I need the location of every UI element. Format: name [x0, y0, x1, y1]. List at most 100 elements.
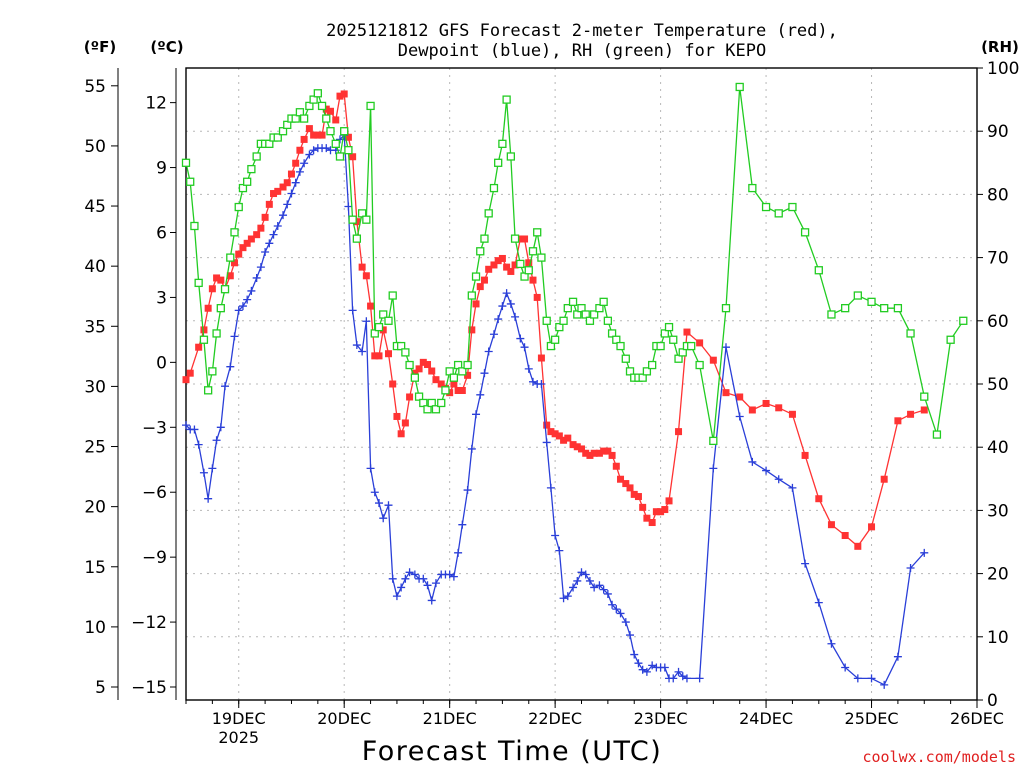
dewpoint-point	[379, 514, 388, 523]
dewpoint-point	[511, 312, 520, 321]
x-tick-label: 23DEC	[634, 709, 688, 728]
temperature-point	[415, 365, 423, 373]
rh-point	[234, 202, 243, 212]
temperature-point	[920, 406, 928, 414]
temperature-point	[683, 328, 691, 336]
dewpoint-point	[585, 576, 594, 585]
rh-point	[603, 316, 613, 325]
temperature-point	[314, 131, 322, 139]
rh-point	[344, 146, 353, 155]
dewpoint-point	[551, 531, 560, 540]
temperature-point	[608, 451, 616, 459]
temperature-point	[428, 367, 436, 375]
dewpoint-point	[489, 330, 498, 339]
temperature-point	[226, 272, 234, 280]
dewpoint-point	[678, 672, 687, 681]
fahrenheit-tick-label: 35	[84, 317, 106, 337]
rh-point	[946, 335, 955, 344]
dewpoint-point	[431, 579, 440, 588]
dewpoint-point	[748, 457, 757, 466]
rh-point	[506, 152, 515, 161]
rh-point	[656, 341, 665, 351]
gridlines	[186, 68, 977, 700]
rh-point	[238, 183, 248, 193]
temperature-point	[344, 133, 352, 141]
temperature-point	[788, 410, 796, 418]
fahrenheit-tick-label: 30	[84, 377, 106, 397]
x-tick-label: 19DEC	[212, 709, 266, 728]
temperature-point	[393, 412, 401, 420]
rh-point	[273, 133, 282, 142]
temperature-point	[648, 519, 656, 527]
temperature-point	[292, 159, 300, 167]
temperature-point	[634, 493, 642, 501]
rh-point	[331, 139, 340, 148]
dewpoint-point	[291, 178, 300, 187]
temperature-point	[854, 542, 862, 550]
rh-point	[247, 164, 256, 174]
dewpoint-point	[401, 574, 410, 583]
temperature-point	[340, 90, 348, 98]
rh-point	[283, 120, 292, 130]
temperature-point	[397, 430, 405, 438]
temperature-point	[389, 380, 397, 388]
celsius-tick-label: −3	[142, 418, 167, 438]
temperature-point	[525, 259, 533, 267]
temperature-point	[432, 376, 440, 384]
rh-point	[573, 310, 582, 319]
dewpoint-point	[467, 444, 476, 453]
rh-point	[502, 95, 511, 104]
rh-point	[362, 215, 371, 224]
temperature-point	[485, 265, 493, 273]
temperature-point	[626, 484, 634, 492]
rh-point	[510, 234, 520, 243]
dewpoint-point	[577, 568, 586, 577]
rh-point	[669, 335, 678, 344]
temperature-point	[270, 190, 278, 198]
dewpoint-point	[735, 412, 744, 421]
dewpoint-point	[494, 315, 503, 324]
rh-point	[528, 247, 538, 256]
rh-point	[814, 266, 823, 275]
rh-point	[476, 247, 485, 256]
rh-tick-label: 90	[987, 122, 1009, 142]
temperature-point	[283, 179, 291, 187]
x-tick-label: 22DEC	[528, 709, 582, 728]
fahrenheit-tick-label: 50	[84, 137, 106, 157]
dewpoint-point	[555, 546, 564, 555]
fahrenheit-tick-label: 40	[84, 257, 106, 277]
rh-point	[959, 316, 968, 325]
temperature-point	[736, 393, 744, 401]
temperature-point	[200, 326, 208, 334]
temperature-point	[353, 218, 361, 226]
dewpoint-point	[827, 639, 836, 648]
temperature-point	[490, 261, 498, 269]
dewpoint-point	[528, 377, 537, 386]
temperature-point	[296, 146, 304, 154]
rh-point	[317, 101, 327, 111]
rh-point	[410, 373, 420, 382]
temperature-point	[582, 449, 590, 457]
rh-point	[585, 316, 595, 325]
dewpoint-point	[300, 159, 309, 168]
dewpoint-point	[559, 594, 568, 603]
rh-point	[212, 329, 221, 338]
temperature-point	[454, 386, 462, 394]
rh-point	[563, 304, 572, 313]
dewpoint-point	[595, 581, 604, 590]
rh-point	[467, 291, 476, 300]
dewpoint-point	[660, 663, 669, 672]
dewpoint-point	[375, 499, 384, 508]
rh-tick-label: 60	[987, 312, 1009, 332]
dewpoint-point	[204, 494, 213, 503]
temperature-point	[195, 343, 203, 351]
dewpoint-point	[920, 548, 929, 557]
rh-point	[550, 335, 560, 344]
temperature-point	[841, 532, 849, 540]
rh-point	[348, 215, 357, 224]
dewpoint-point	[212, 436, 221, 445]
dewpoint-point	[234, 306, 243, 315]
temperature-point	[450, 380, 458, 388]
temperature-point	[555, 432, 563, 440]
temperature-point	[239, 244, 247, 252]
